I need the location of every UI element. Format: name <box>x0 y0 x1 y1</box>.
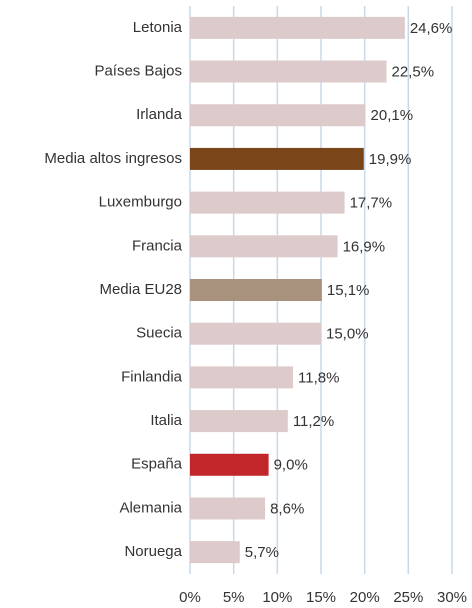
category-label: Países Bajos <box>94 63 182 80</box>
value-label: 15,0% <box>326 326 369 343</box>
category-label: Noruega <box>124 543 182 560</box>
category-label: España <box>131 456 183 473</box>
x-tick-label: 25% <box>393 589 423 606</box>
value-label: 11,8% <box>298 369 339 386</box>
value-label: 15,1% <box>327 282 370 299</box>
category-label: Finlandia <box>121 368 183 385</box>
value-label: 17,7% <box>350 195 393 212</box>
bar <box>190 191 345 214</box>
x-tick-label: 15% <box>306 589 336 606</box>
value-label: 9,0% <box>274 457 308 474</box>
category-label: Alemania <box>119 499 182 516</box>
bar <box>190 453 269 476</box>
value-label: 22,5% <box>392 64 435 81</box>
value-label: 20,1% <box>371 107 414 124</box>
bar <box>190 104 366 127</box>
value-label: 5,7% <box>245 544 279 561</box>
bar <box>190 147 364 170</box>
bar <box>190 497 266 520</box>
category-label: Suecia <box>136 325 183 342</box>
category-label: Irlanda <box>136 106 183 123</box>
value-label: 19,9% <box>369 151 412 168</box>
x-tick-label: 10% <box>262 589 292 606</box>
category-label: Media altos ingresos <box>44 150 182 167</box>
category-label: Media EU28 <box>99 281 182 298</box>
category-label: Luxemburgo <box>99 194 182 211</box>
bar <box>190 16 405 39</box>
bar <box>190 279 322 301</box>
value-label: 11,2% <box>293 413 334 430</box>
bar <box>190 235 338 258</box>
category-label: Francia <box>132 237 183 254</box>
x-tick-label: 0% <box>179 589 201 606</box>
value-label: 16,9% <box>343 238 386 255</box>
x-tick-label: 5% <box>223 589 245 606</box>
bar <box>190 366 294 389</box>
value-label: 24,6% <box>410 20 453 37</box>
bar <box>190 410 288 433</box>
bar <box>190 322 321 345</box>
value-label: 8,6% <box>270 500 304 517</box>
x-tick-label: 20% <box>350 589 380 606</box>
x-tick-label: 30% <box>437 589 467 606</box>
bar <box>190 541 240 564</box>
category-label: Italia <box>150 412 182 429</box>
category-label: Letonia <box>133 19 183 36</box>
bar <box>190 60 387 83</box>
